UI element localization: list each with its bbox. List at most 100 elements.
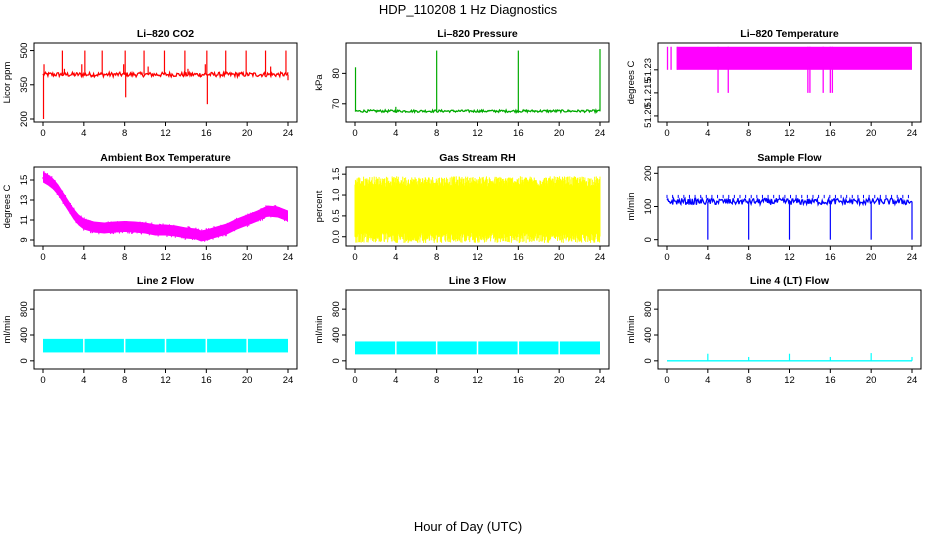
- y-axis-label: degrees C: [2, 184, 13, 228]
- x-tick-label: 20: [242, 375, 253, 386]
- panel-3: Li–820 Temperature degrees C 0 4 8 12 16 20 24 51…: [626, 28, 922, 139]
- x-tick-label: 8: [122, 252, 127, 263]
- x-tick-label: 12: [472, 128, 483, 139]
- y-tick-label: 11: [19, 215, 30, 225]
- x-tick-label: 0: [352, 252, 357, 263]
- x-tick-label: 12: [472, 375, 483, 386]
- plot-frame: [33, 289, 298, 370]
- panel-5: Gas Stream RH percent 0 4 8 12 16 20 24 0.0 0.5 1.0…: [314, 152, 610, 263]
- x-tick-label: 24: [907, 128, 918, 139]
- x-tick-label: 8: [122, 128, 127, 139]
- x-tick-label: 8: [122, 375, 127, 386]
- x-tick-label: 12: [160, 128, 171, 139]
- y-tick-label: 1.5: [331, 168, 342, 181]
- panel-title: Li–820 Temperature: [740, 28, 839, 40]
- x-tick-label: 20: [242, 252, 253, 263]
- x-tick-label: 4: [705, 375, 710, 386]
- panel-9: Line 4 (LT) Flow ml/min 0 4 8 12 16 20 24 0 400 800: [626, 275, 922, 386]
- y-tick-label: 0: [643, 237, 654, 242]
- x-tick-label: 0: [40, 252, 45, 263]
- x-tick-label: 8: [746, 128, 751, 139]
- x-tick-label: 16: [825, 375, 836, 386]
- x-tick-label: 4: [81, 252, 86, 263]
- y-tick-label: 0: [19, 358, 30, 363]
- x-tick-label: 0: [352, 128, 357, 139]
- x-tick-label: 12: [784, 252, 795, 263]
- x-tick-label: 4: [81, 128, 86, 139]
- panel-title: Gas Stream RH: [439, 152, 515, 164]
- panel-title: Line 3 Flow: [449, 275, 507, 287]
- x-tick-label: 24: [907, 375, 918, 386]
- x-tick-label: 4: [393, 375, 398, 386]
- series-group: [354, 176, 601, 243]
- x-tick-label: 12: [784, 375, 795, 386]
- x-tick-label: 8: [746, 375, 751, 386]
- x-tick-label: 8: [434, 128, 439, 139]
- y-tick-label: 800: [19, 301, 30, 317]
- x-tick-label: 24: [595, 375, 606, 386]
- x-tick-label: 24: [283, 252, 294, 263]
- series-band: [677, 46, 912, 70]
- y-tick-label: 51.23: [643, 58, 654, 82]
- panel-title: Sample Flow: [757, 152, 822, 164]
- y-axis-label: ml/min: [314, 316, 325, 344]
- series-line: [42, 70, 289, 80]
- y-tick-label: 200: [19, 111, 30, 127]
- x-tick-label: 20: [866, 375, 877, 386]
- x-tick-label: 0: [40, 375, 45, 386]
- x-tick-label: 0: [664, 375, 669, 386]
- x-tick-label: 12: [784, 128, 795, 139]
- figure-x-axis-label: Hour of Day (UTC): [414, 519, 522, 534]
- plot-frame: [345, 289, 610, 370]
- series-group: [666, 194, 913, 240]
- y-axis-label: percent: [314, 190, 325, 222]
- y-axis-label: ml/min: [2, 316, 13, 344]
- x-tick-label: 4: [393, 252, 398, 263]
- x-tick-label: 8: [434, 252, 439, 263]
- panel-title: Li–820 Pressure: [437, 28, 518, 40]
- x-tick-label: 16: [825, 252, 836, 263]
- x-tick-label: 20: [554, 252, 565, 263]
- x-tick-label: 0: [40, 128, 45, 139]
- panel-title: Li–820 CO2: [137, 28, 194, 40]
- panel-title: Line 2 Flow: [137, 275, 195, 287]
- x-tick-label: 16: [825, 128, 836, 139]
- x-tick-label: 20: [554, 375, 565, 386]
- y-tick-label: 400: [331, 327, 342, 343]
- x-tick-label: 16: [513, 128, 524, 139]
- x-tick-label: 16: [201, 128, 212, 139]
- y-tick-label: 9: [19, 237, 30, 242]
- series-group: [666, 46, 912, 93]
- x-tick-label: 12: [472, 252, 483, 263]
- x-tick-label: 4: [705, 128, 710, 139]
- series-group: [43, 337, 288, 354]
- x-tick-label: 4: [393, 128, 398, 139]
- x-tick-label: 4: [81, 375, 86, 386]
- y-axis-label: ml/min: [626, 316, 637, 344]
- plot-frame: [33, 42, 298, 123]
- x-tick-label: 16: [513, 375, 524, 386]
- x-tick-label: 20: [242, 128, 253, 139]
- x-tick-label: 16: [201, 375, 212, 386]
- series-group: [42, 170, 289, 242]
- y-tick-label: 0.0: [331, 230, 342, 243]
- panel-title: Ambient Box Temperature: [100, 152, 231, 164]
- y-tick-label: 400: [643, 327, 654, 343]
- y-axis-label: kPa: [314, 74, 325, 91]
- y-axis-label: degrees C: [626, 60, 637, 104]
- panel-4: Ambient Box Temperature degrees C 0 4 8 12 16 2…: [2, 152, 298, 263]
- y-axis-label: Licor ppm: [2, 62, 13, 104]
- series-group: [667, 353, 913, 362]
- x-tick-label: 12: [160, 252, 171, 263]
- y-axis-label: ml/min: [626, 193, 637, 221]
- x-tick-label: 20: [866, 252, 877, 263]
- y-tick-label: 51.20: [643, 104, 654, 128]
- y-tick-label: 0: [331, 358, 342, 363]
- y-tick-label: 0: [643, 358, 654, 363]
- y-tick-label: 70: [331, 99, 342, 110]
- x-tick-label: 8: [746, 252, 751, 263]
- x-tick-label: 24: [907, 252, 918, 263]
- y-tick-label: 800: [643, 301, 654, 317]
